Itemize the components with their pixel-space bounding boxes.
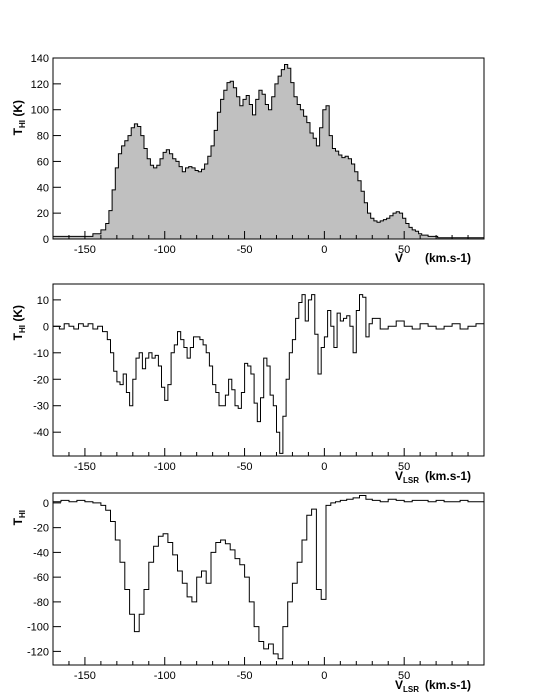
x-tick-label: -50 [237, 670, 253, 682]
x-tick-label: 0 [321, 244, 327, 256]
x-tick-label: -100 [154, 670, 176, 682]
y-tick-label: 60 [37, 156, 49, 168]
y-tick-label: -20 [33, 374, 49, 386]
x-tick-label: -100 [154, 461, 176, 473]
x-tick-label: 50 [398, 244, 410, 256]
y-tick-label: -20 [33, 523, 49, 535]
series-line [53, 294, 485, 454]
y-tick-label: 100 [31, 105, 49, 117]
plot-frame [52, 283, 485, 457]
x-tick-label: -150 [74, 244, 96, 256]
y-tick-label: -60 [33, 572, 49, 584]
x-axis-label: V (km.s-1) [395, 251, 471, 265]
y-tick-label: -30 [33, 401, 49, 413]
x-tick-label: -100 [154, 244, 176, 256]
y-tick-label: 0 [43, 321, 49, 333]
y-tick-label: 20 [37, 208, 49, 220]
series-line [53, 495, 485, 660]
y-tick-label: 40 [37, 182, 49, 194]
x-tick-label: -150 [74, 461, 96, 473]
panel-bottom-spectrum: -150 -100 -50 0 50 -120 -100 -80 -60 -40 -20 0 THI VL… [11, 492, 485, 694]
y-tick-label: 120 [31, 79, 49, 91]
x-tick-label: 0 [321, 461, 327, 473]
series-line [53, 64, 484, 239]
x-tick-label: -50 [237, 244, 253, 256]
y-axis-label: THI (K) [11, 305, 27, 340]
y-tick-label: -10 [33, 348, 49, 360]
x-tick-label: 0 [321, 670, 327, 682]
plot-frame [52, 492, 485, 666]
y-tick-label: -100 [27, 622, 49, 634]
x-axis-label: VLSR (km.s-1) [395, 469, 471, 485]
y-tick-label: 10 [37, 295, 49, 307]
x-tick-label: -150 [74, 670, 96, 682]
x-tick-label: 50 [398, 461, 410, 473]
y-tick-label: 140 [31, 53, 49, 65]
y-axis-label: THI [11, 510, 27, 525]
series-area [53, 64, 484, 239]
plot-frame [52, 57, 485, 240]
x-tick-label: 50 [398, 670, 410, 682]
y-tick-label: 0 [43, 498, 49, 510]
y-tick-label: 0 [43, 234, 49, 246]
panel-top-spectrum: -150 -100 -50 0 50 0 20 40 60 80 100 120 140 THI (K) V… [11, 53, 485, 265]
y-tick-label: -40 [33, 427, 49, 439]
x-axis-label: VLSR (km.s-1) [395, 678, 471, 694]
y-tick-label: -80 [33, 597, 49, 609]
y-tick-label: -120 [27, 646, 49, 658]
x-tick-label: -50 [237, 461, 253, 473]
y-tick-label: 80 [37, 131, 49, 143]
y-axis-label: THI (K) [11, 100, 27, 135]
y-tick-label: -40 [33, 547, 49, 559]
